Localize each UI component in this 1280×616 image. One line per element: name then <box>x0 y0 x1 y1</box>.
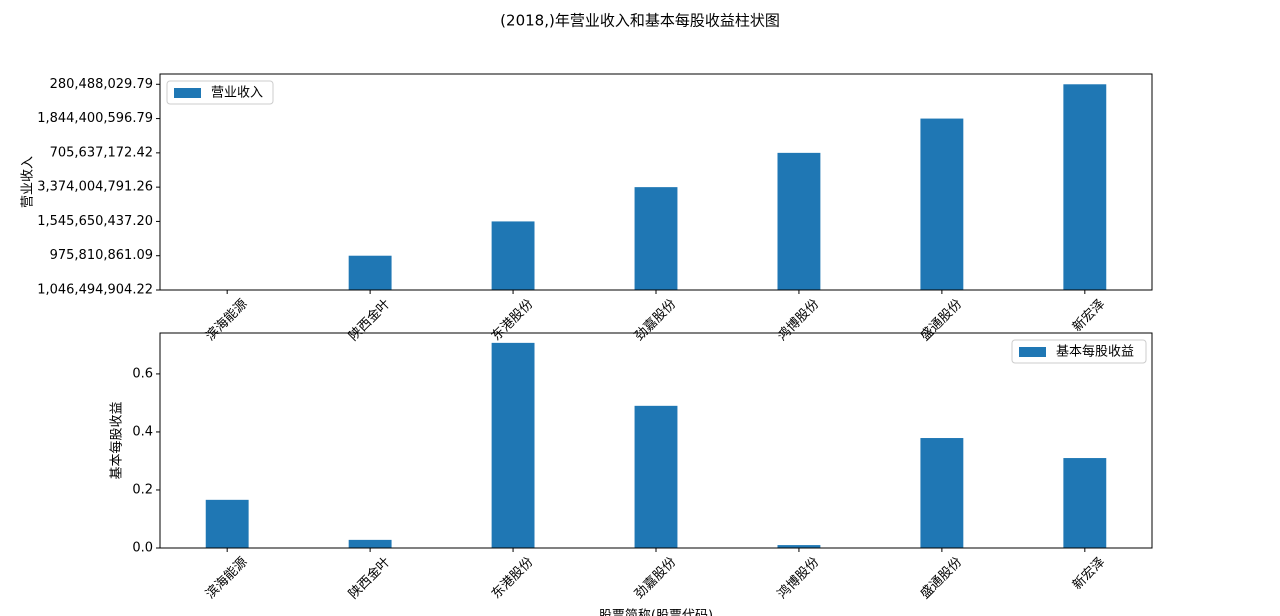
y-tick-label: 280,488,029.79 <box>50 77 153 92</box>
y-tick-label: 705,637,172.42 <box>50 145 153 160</box>
axes-frame <box>159 332 1153 549</box>
y-tick-label: 975,810,861.09 <box>50 248 153 263</box>
bar <box>1063 458 1107 548</box>
x-tick-label: 东港股份 <box>489 555 536 602</box>
bar <box>634 405 678 548</box>
legend-box <box>166 80 274 105</box>
legend-label: 营业收入 <box>211 86 263 101</box>
x-tick-label: 陕西金叶 <box>345 296 393 344</box>
legend-swatch <box>174 88 201 98</box>
bar <box>777 152 821 290</box>
bar <box>1063 84 1107 291</box>
y-tick-label: 3,374,004,791.26 <box>37 180 153 195</box>
y-tick-label: 1,545,650,437.20 <box>37 214 153 229</box>
x-tick-label: 滨海能源 <box>202 296 250 344</box>
bar <box>491 342 535 548</box>
y-axis-label: 基本每股收益 <box>109 401 125 479</box>
bar <box>920 438 964 548</box>
bar <box>634 187 678 290</box>
bar <box>205 499 249 548</box>
x-tick-label: 劲嘉股份 <box>632 297 679 344</box>
bar <box>777 545 821 548</box>
legend-swatch <box>1019 347 1046 357</box>
axes-frame <box>159 73 1153 291</box>
y-axis-label: 营业收入 <box>21 156 36 208</box>
x-tick-label: 鸿博股份 <box>774 554 822 602</box>
bar <box>348 255 392 290</box>
x-tick-label: 盛通股份 <box>918 555 965 602</box>
y-tick-label: 0.0 <box>132 541 153 556</box>
y-tick-label: 1,844,400,596.79 <box>37 111 153 126</box>
bar <box>348 539 392 548</box>
x-tick-label: 鸿博股份 <box>774 296 822 344</box>
x-tick-label: 东港股份 <box>489 297 536 344</box>
x-axis-label: 股票简称(股票代码) <box>599 608 713 616</box>
y-tick-label: 0.2 <box>132 482 153 497</box>
legend-label: 基本每股收益 <box>1056 344 1134 360</box>
x-tick-label: 盛通股份 <box>918 297 965 344</box>
x-tick-label: 新宏泽 <box>1069 554 1108 593</box>
x-tick-label: 新宏泽 <box>1069 296 1108 335</box>
bar <box>491 221 535 290</box>
x-tick-label: 滨海能源 <box>202 554 250 602</box>
x-tick-label: 陕西金叶 <box>345 554 393 602</box>
chart-title: (2018,)年营业收入和基本每股收益柱状图 <box>500 12 780 30</box>
legend-box <box>1011 339 1147 364</box>
bar <box>920 118 964 290</box>
x-tick-label: 劲嘉股份 <box>632 555 679 602</box>
y-tick-label: 1,046,494,904.22 <box>37 283 153 298</box>
y-tick-label: 0.6 <box>132 366 153 381</box>
y-tick-label: 0.4 <box>132 424 153 439</box>
